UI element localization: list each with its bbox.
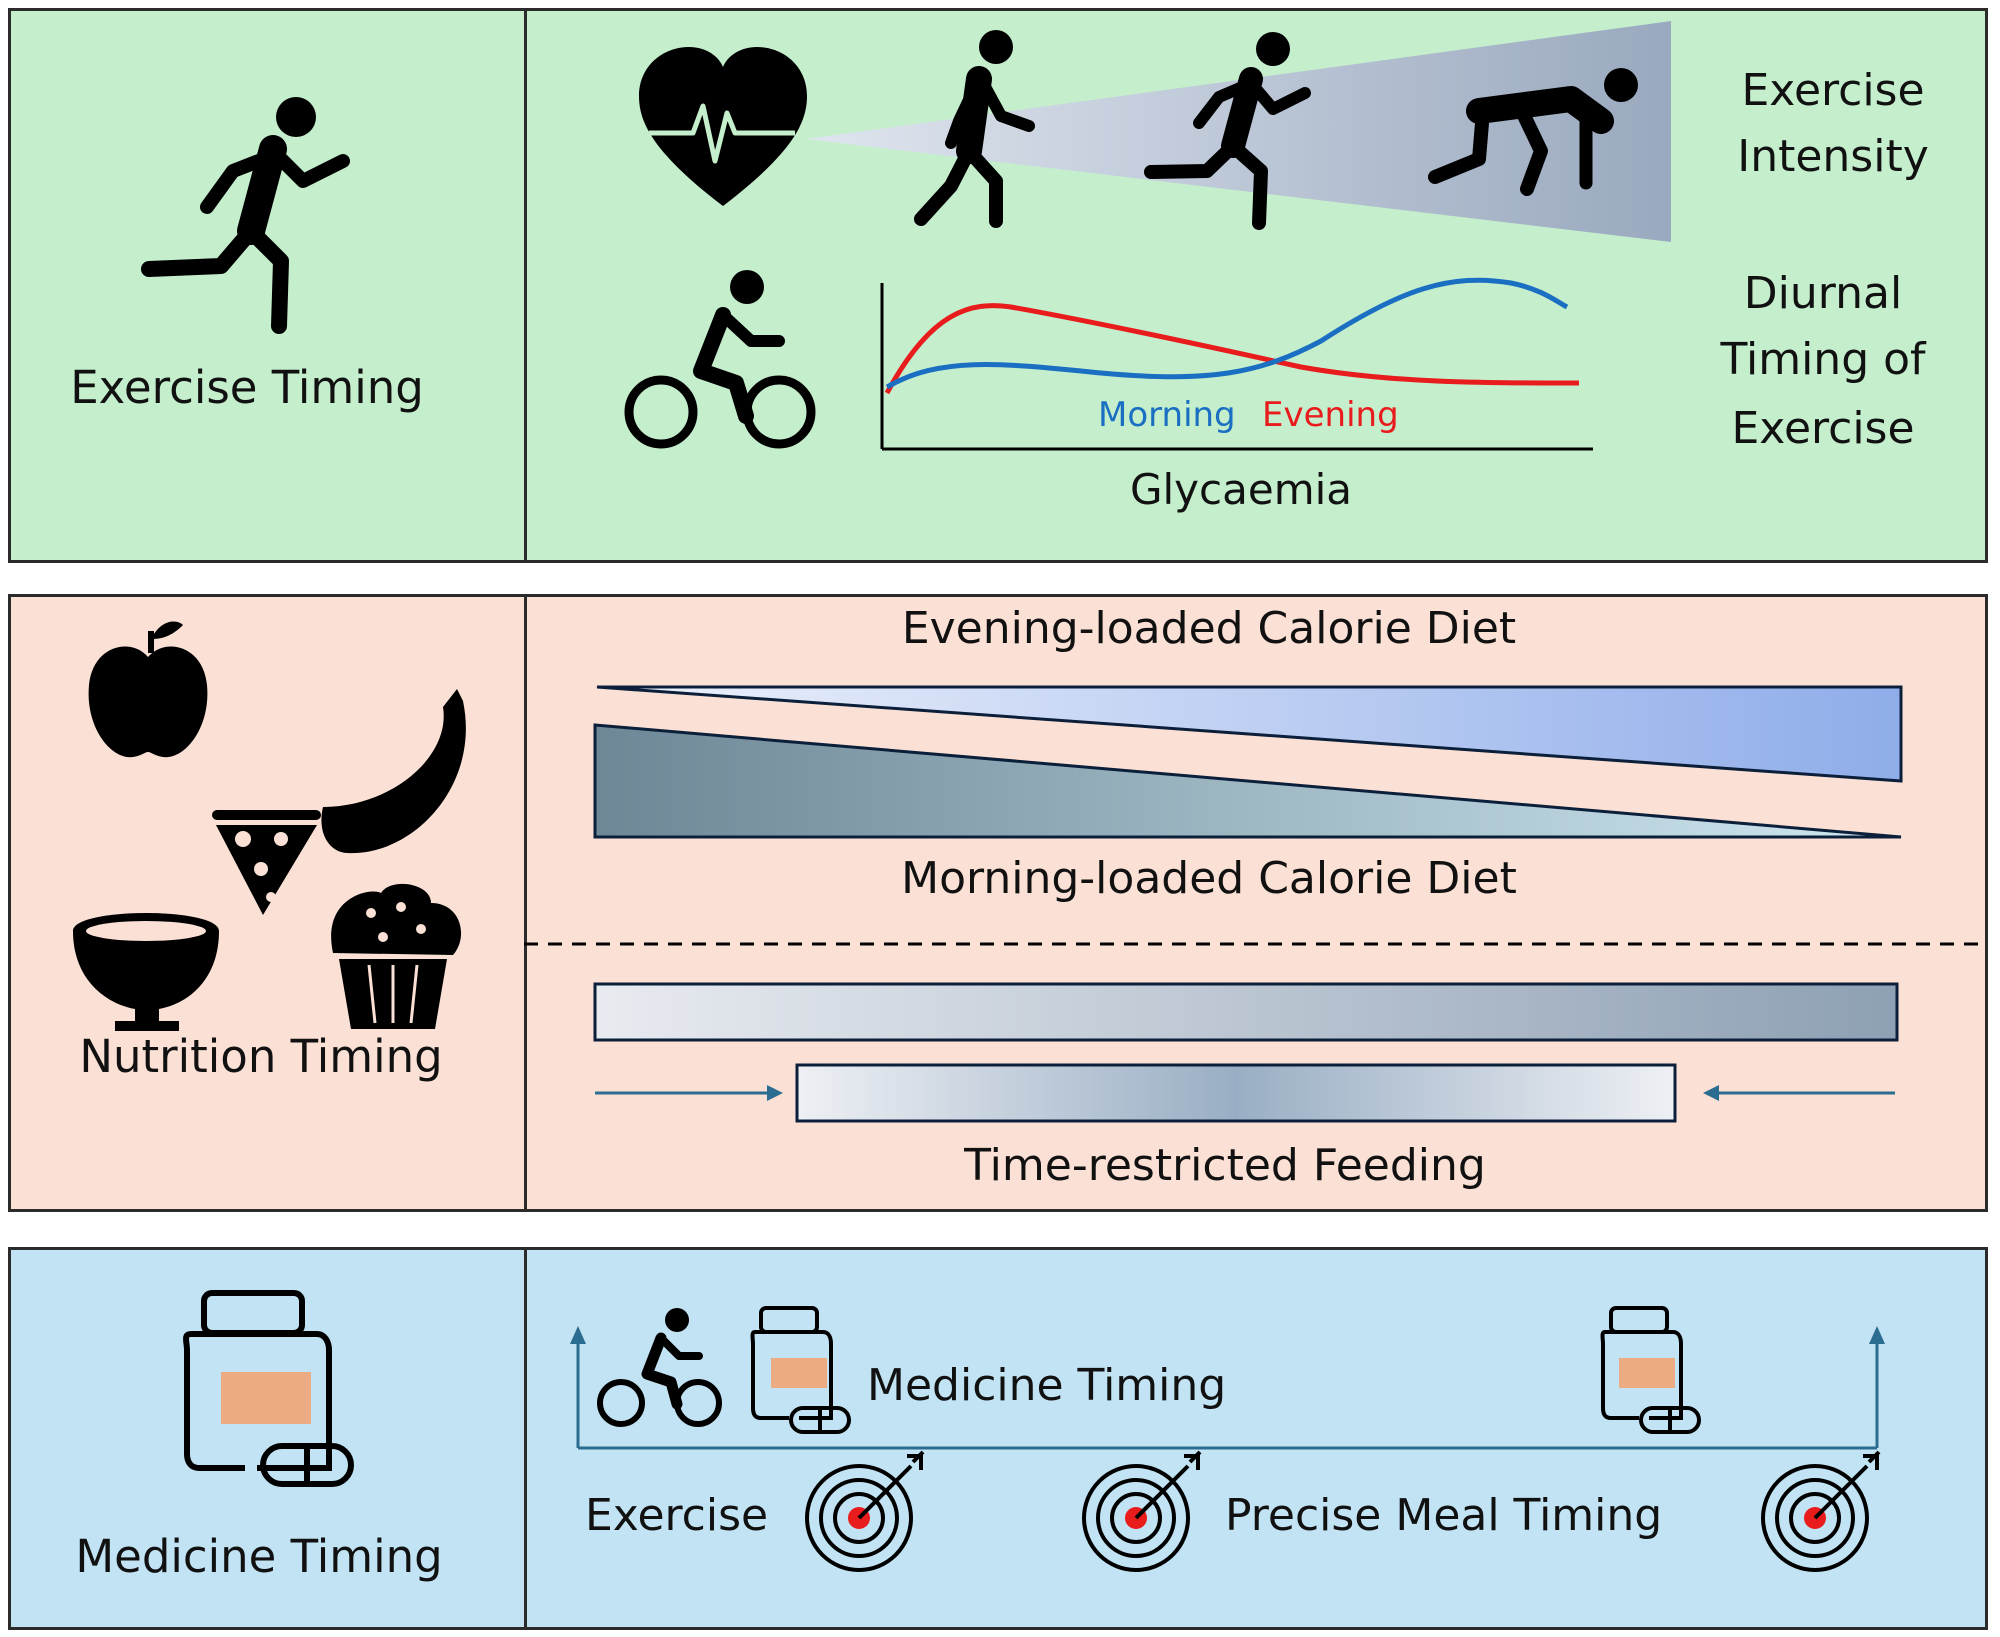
morning-diet-wedge [593, 723, 1902, 839]
restricted-feeding-bar [795, 1063, 1677, 1123]
medicine-bottle-icon [183, 1290, 332, 1471]
timeline [570, 1326, 1885, 1450]
chart-x-label: Glycaemia [1130, 465, 1352, 514]
nutrition-panel-left [11, 597, 527, 1209]
target-icon [1082, 1450, 1202, 1572]
exercise-panel-title: Exercise Timing [70, 361, 424, 414]
arrow-right-icon [595, 1085, 783, 1101]
target-icon [1761, 1450, 1881, 1572]
trf-label: Time-restricted Feeding [963, 1140, 1486, 1191]
medicine-bottle-icon [1600, 1306, 1683, 1420]
diurnal-label-line2: Timing of [1719, 334, 1927, 385]
arrow-left-icon [1703, 1085, 1895, 1101]
diurnal-label-line3: Exercise [1731, 403, 1914, 454]
pill-icon [260, 1443, 354, 1487]
nutrition-timing-panel: Nutrition Timing Evening-loaded Calorie … [8, 594, 1988, 1212]
morning-curve [885, 277, 1569, 390]
intensity-label-line2: Intensity [1737, 131, 1929, 182]
evening-diet-label: Evening-loaded Calorie Diet [902, 603, 1516, 654]
pill-icon [1639, 1406, 1701, 1434]
pizza-slice-icon [212, 810, 321, 915]
glycaemia-chart: Morning Evening Glycaemia [880, 277, 1593, 514]
legend-morning: Morning [1098, 395, 1236, 435]
muffin-icon [331, 883, 462, 1029]
timeline-label: Medicine Timing [867, 1360, 1226, 1411]
running-person-icon [141, 97, 350, 334]
intensity-label-line1: Exercise [1741, 65, 1924, 116]
target-icon [805, 1450, 925, 1572]
medicine-bottle-icon [750, 1306, 833, 1420]
sprint-start-person-icon [1428, 68, 1638, 196]
cyclist-icon [597, 1308, 722, 1427]
heart-rate-icon [639, 47, 807, 206]
apple-icon [88, 621, 208, 758]
running-person-icon [1144, 32, 1311, 230]
evening-curve [884, 303, 1580, 395]
diurnal-label-line1: Diurnal [1744, 268, 1902, 319]
exercise-panel-left [11, 11, 527, 560]
nutrition-panel-title: Nutrition Timing [79, 1030, 442, 1083]
medicine-panel-left [11, 1250, 527, 1627]
banana-icon [321, 689, 466, 854]
exercise-timing-panel: Exercise Timing [8, 8, 1988, 563]
bowl-icon [73, 913, 219, 1031]
pill-icon [789, 1406, 851, 1434]
morning-diet-label: Morning-loaded Calorie Diet [901, 853, 1517, 904]
exercise-label: Exercise [585, 1490, 768, 1541]
medicine-panel-title: Medicine Timing [75, 1530, 442, 1583]
evening-diet-wedge [596, 685, 1903, 783]
medicine-timing-panel: Medicine Timing Medicine Timing [8, 1247, 1988, 1630]
cyclist-icon [624, 270, 816, 449]
walking-person-icon [914, 30, 1035, 228]
legend-evening: Evening [1262, 395, 1399, 435]
meal-timing-label: Precise Meal Timing [1225, 1490, 1662, 1541]
full-day-feeding-bar [593, 982, 1899, 1042]
